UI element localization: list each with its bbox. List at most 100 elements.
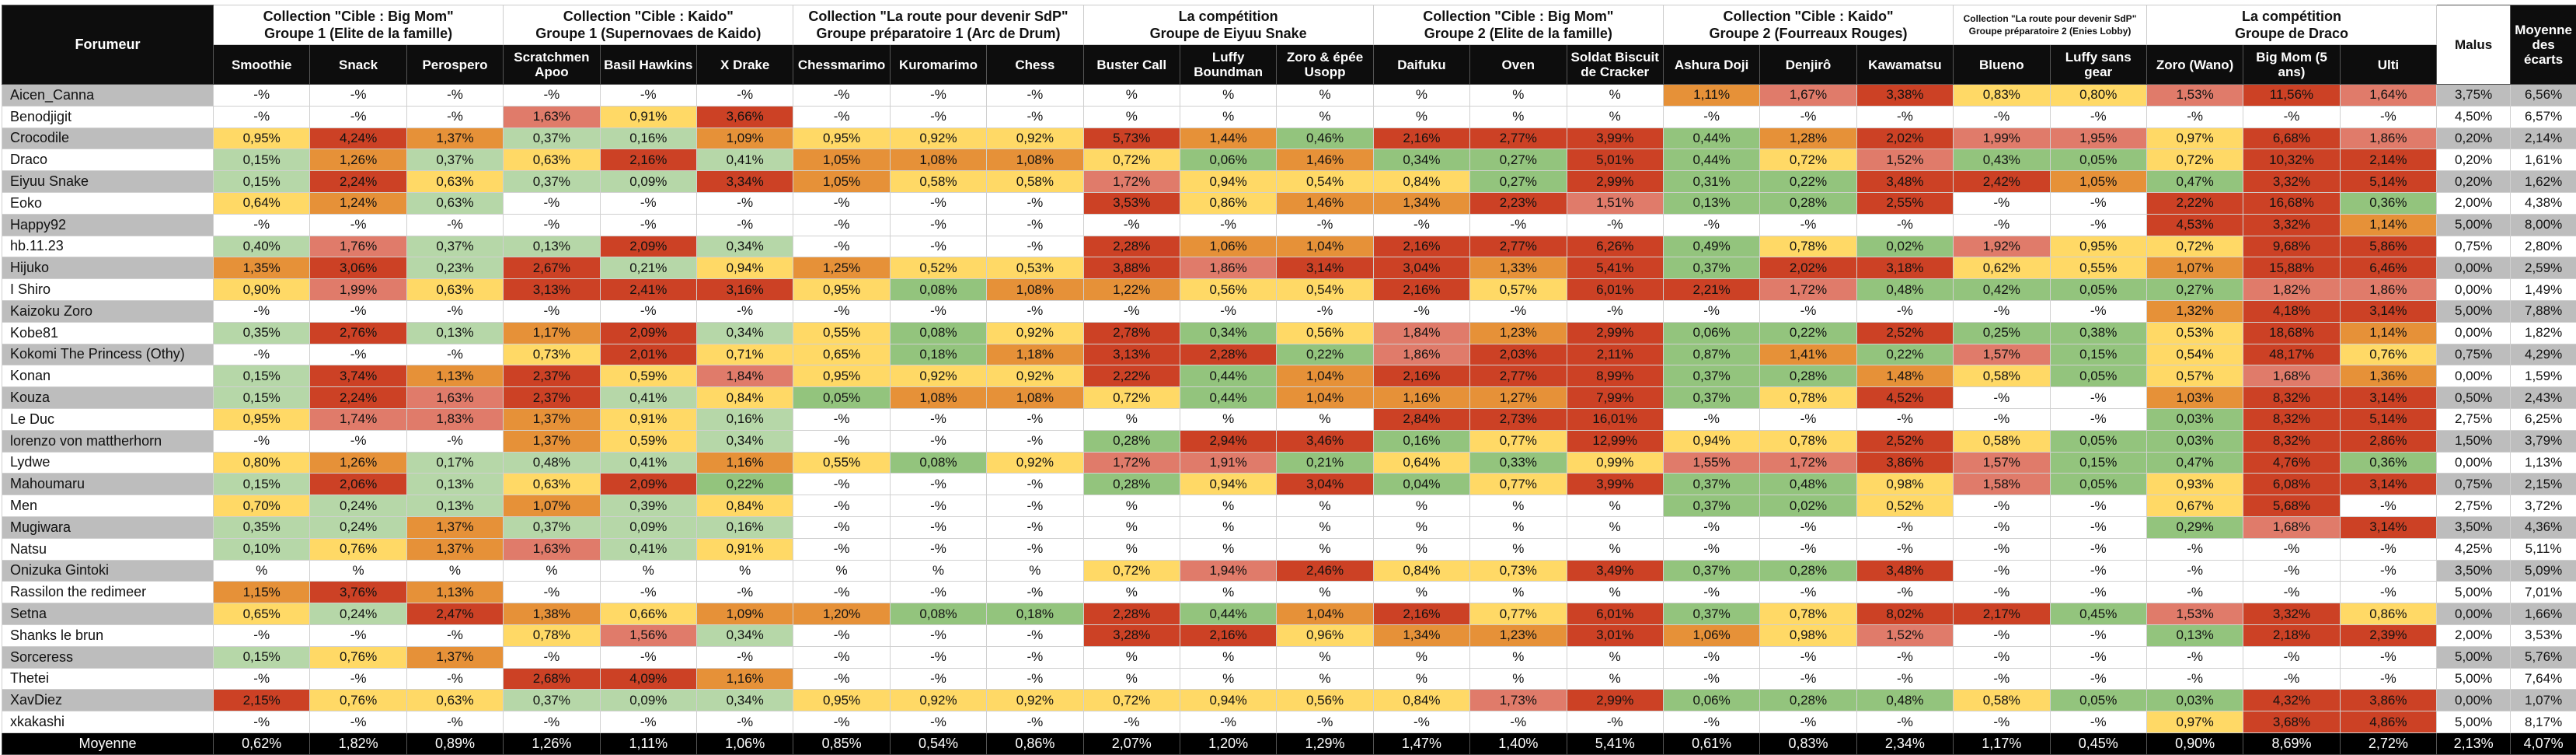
deviation-cell: 2,16% bbox=[599, 149, 697, 172]
deviation-cell: 0,06% bbox=[1179, 149, 1278, 172]
deviation-cell: 0,72% bbox=[2146, 235, 2244, 258]
deviation-cell: -% bbox=[1953, 105, 2051, 128]
deviation-cell: 1,56% bbox=[599, 624, 697, 647]
deviation-cell: % bbox=[1469, 84, 1567, 107]
deviation-cell: 1,53% bbox=[2146, 84, 2244, 107]
deviation-cell: 1,06% bbox=[1662, 624, 1761, 647]
deviation-cell: -% bbox=[2146, 559, 2244, 582]
deviation-cell: 0,03% bbox=[2146, 429, 2244, 453]
deviation-cell: 2,77% bbox=[1469, 235, 1567, 258]
table-row: Konan 0,15% 3,74% 1,13% 2,37% 0,59% 1,84% 0,95%… bbox=[2, 365, 2576, 388]
malus-cell: 0,75% bbox=[2436, 473, 2512, 496]
column-header-row: Smoothie Snack Perospero Scratchmen Apoo Bas… bbox=[2, 44, 2576, 85]
malus-cell: 0,00% bbox=[2436, 603, 2512, 625]
deviation-cell: -% bbox=[406, 667, 504, 690]
group-subtitle: Groupe 1 (Elite de la famille) bbox=[264, 26, 453, 41]
malus-cell: 3,50% bbox=[2436, 559, 2512, 582]
deviation-cell: 0,27% bbox=[1469, 149, 1567, 172]
table-row: Le Duc 0,95% 1,74% 1,83% 1,37% 0,91% 0,16% -% -%… bbox=[2, 407, 2576, 431]
deviation-cell: -% bbox=[2146, 645, 2244, 669]
table-row: Onizuka Gintoki%%%%%%%%% 0,72% 1,94% 2,46% 0… bbox=[2, 559, 2576, 582]
deviation-cell: -% bbox=[889, 191, 988, 215]
table-row: lorenzo von mattherhorn -% -% -% 1,37% 0,59% 0… bbox=[2, 429, 2576, 453]
deviation-cell: 0,18% bbox=[986, 603, 1084, 625]
deviation-cell: 3,01% bbox=[1566, 624, 1664, 647]
deviation-cell: -% bbox=[1566, 711, 1664, 733]
deviation-cell: 0,86% bbox=[1179, 191, 1278, 215]
deviation-cell: 0,63% bbox=[406, 191, 504, 215]
deviation-cell: 1,63% bbox=[503, 537, 601, 561]
group-title: La compétition bbox=[1178, 9, 1278, 24]
deviation-cell: 0,05% bbox=[2049, 365, 2147, 388]
deviation-cell: 3,14% bbox=[1276, 257, 1374, 280]
deviation-cell: 0,22% bbox=[1759, 321, 1857, 344]
deviation-cell: 1,35% bbox=[212, 257, 311, 280]
group-header-row: Forumeur Collection "Cible : Big Mom" Gro… bbox=[2, 5, 2576, 85]
deviation-cell: 0,37% bbox=[406, 149, 504, 172]
deviation-cell: % bbox=[1082, 667, 1180, 690]
deviation-cell: 0,05% bbox=[2049, 149, 2147, 172]
table-row: Hijuko 1,35% 3,06% 0,23% 2,67% 0,21% 0,94% 1,25… bbox=[2, 257, 2576, 280]
deviation-cell: 2,52% bbox=[1856, 321, 1954, 344]
deviation-cell: 0,22% bbox=[1856, 343, 1954, 366]
deviation-cell: 1,37% bbox=[406, 127, 504, 150]
deviation-cell: -% bbox=[1759, 645, 1857, 669]
average-deviation-cell: 3,72% bbox=[2510, 495, 2576, 517]
column-header: Kawamatsu bbox=[1856, 44, 1954, 85]
deviation-cell: -% bbox=[1566, 213, 1664, 236]
deviation-cell: -% bbox=[2339, 667, 2438, 690]
deviation-cell: -% bbox=[986, 645, 1084, 669]
deviation-cell: % bbox=[1276, 105, 1374, 128]
column-header: Zoro (Wano) bbox=[2146, 44, 2244, 85]
deviation-cell: -% bbox=[889, 235, 988, 258]
deviation-cell: % bbox=[1179, 84, 1278, 107]
deviation-cell: 0,52% bbox=[889, 257, 988, 280]
deviation-cell: 0,42% bbox=[1953, 278, 2051, 301]
deviation-cell: % bbox=[212, 559, 311, 582]
forumeur-name: lorenzo von mattherhorn bbox=[2, 429, 214, 453]
group-title: Collection "Cible : Kaido" bbox=[563, 9, 734, 24]
deviation-cell: % bbox=[1276, 407, 1374, 431]
deviation-cell: 0,54% bbox=[1276, 170, 1374, 193]
deviation-cell: 0,53% bbox=[986, 257, 1084, 280]
deviation-cell: 1,14% bbox=[2339, 321, 2438, 344]
column-header: Ashura Doji bbox=[1662, 44, 1761, 85]
deviation-cell: 0,35% bbox=[212, 516, 311, 539]
deviation-cell: 1,04% bbox=[1276, 235, 1374, 258]
deviation-cell: 0,16% bbox=[695, 516, 794, 539]
deviation-cell: 3,53% bbox=[1082, 191, 1180, 215]
deviation-cell: 0,63% bbox=[503, 149, 601, 172]
deviation-cell: -% bbox=[212, 299, 311, 323]
deviation-cell: 0,92% bbox=[986, 365, 1084, 388]
deviation-cell: % bbox=[1566, 516, 1664, 539]
deviation-cell: -% bbox=[889, 495, 988, 517]
deviation-cell: 0,66% bbox=[599, 603, 697, 625]
column-header: Luffy Boundman bbox=[1179, 44, 1278, 85]
deviation-cell: -% bbox=[2146, 537, 2244, 561]
deviation-cell: 0,95% bbox=[2049, 235, 2147, 258]
average-deviation-cell: 2,59% bbox=[2510, 257, 2576, 280]
table-row: xkakashi -% -% -% -% -% -% -% -% -% -% -% -% -% -% -% -%… bbox=[2, 711, 2576, 733]
malus-cell: 0,00% bbox=[2436, 321, 2512, 344]
deviation-cell: 0,58% bbox=[986, 170, 1084, 193]
deviation-cell: 0,47% bbox=[2146, 451, 2244, 474]
deviation-cell: 0,41% bbox=[695, 149, 794, 172]
deviation-cell: -% bbox=[793, 645, 891, 669]
deviation-cell: 0,05% bbox=[2049, 473, 2147, 496]
deviation-cell: 1,09% bbox=[695, 127, 794, 150]
deviation-cell: 2,28% bbox=[1179, 343, 1278, 366]
deviation-cell: 2,03% bbox=[1469, 343, 1567, 366]
average-malus: 2,13% bbox=[2436, 732, 2512, 755]
average-value: 0,85% bbox=[793, 732, 891, 755]
deviation-cell: 2,18% bbox=[2243, 624, 2341, 647]
deviation-cell: 0,37% bbox=[1662, 603, 1761, 625]
table-row: Natsu 0,10% 0,76% 1,37% 1,63% 0,41% 0,91% -% -% -… bbox=[2, 537, 2576, 561]
deviation-cell: % bbox=[1276, 645, 1374, 669]
deviation-cell: 0,80% bbox=[2049, 84, 2147, 107]
deviation-cell: -% bbox=[986, 299, 1084, 323]
deviation-cell: 0,28% bbox=[1082, 429, 1180, 453]
deviation-cell: 0,03% bbox=[2146, 689, 2244, 712]
malus-cell: 0,00% bbox=[2436, 257, 2512, 280]
forumeur-name: Natsu bbox=[2, 537, 214, 561]
average-value: 0,61% bbox=[1662, 732, 1761, 755]
